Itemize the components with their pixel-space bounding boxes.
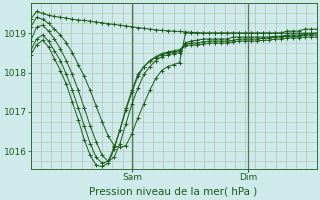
- X-axis label: Pression niveau de la mer( hPa ): Pression niveau de la mer( hPa ): [90, 187, 258, 197]
